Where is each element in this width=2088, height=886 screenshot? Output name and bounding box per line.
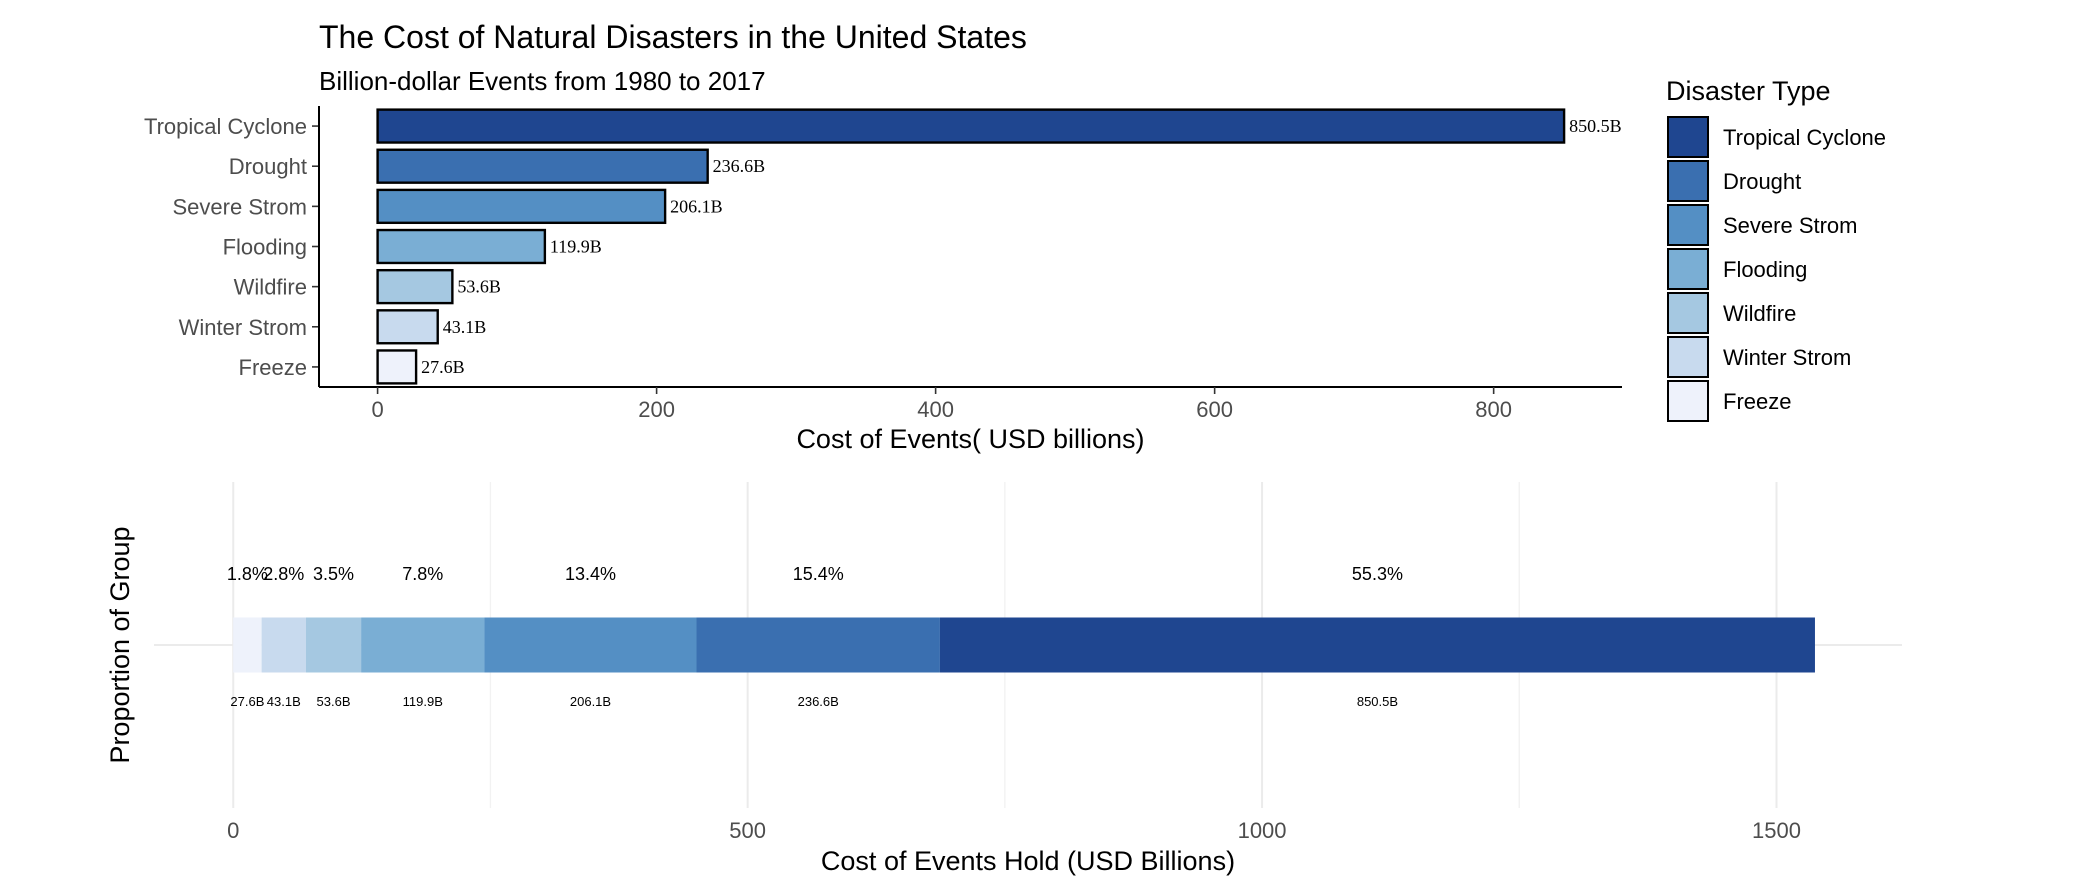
stack-segment-3 [361, 617, 485, 673]
stack-segment-0 [233, 617, 262, 673]
value-label-4: 53.6B [457, 277, 501, 297]
legend-label-0: Tropical Cyclone [1723, 125, 1886, 150]
legend: Disaster Type Tropical Cyclone Drought Seve… [1666, 76, 1886, 422]
chart-subtitle: Billion-dollar Events from 1980 to 2017 [319, 66, 766, 96]
y-tick-label-6: Freeze [239, 355, 307, 380]
y-tick-label-5: Winter Strom [179, 315, 307, 340]
bottom-y-axis-title: Proportion of Group [105, 526, 135, 763]
segment-value-label-1: 43.1B [267, 694, 301, 709]
bar-3 [376, 228, 547, 265]
bar-4 [376, 268, 454, 305]
legend-label-5: Winter Strom [1723, 345, 1851, 370]
x-tick-label-3: 600 [1196, 397, 1233, 422]
value-label-2: 206.1B [670, 196, 723, 216]
segment-value-label-6: 850.5B [1357, 694, 1398, 709]
legend-label-1: Drought [1723, 169, 1801, 194]
bar-6 [376, 349, 418, 385]
legend-label-3: Flooding [1723, 257, 1807, 282]
percent-label-6: 55.3% [1352, 564, 1403, 584]
x-tick-label-4: 800 [1475, 397, 1512, 422]
bottom-x-tick-label-3: 1500 [1752, 818, 1801, 843]
bar-0 [376, 108, 1566, 144]
segment-value-label-4: 206.1B [570, 694, 611, 709]
bottom-x-tick-label-2: 1000 [1238, 818, 1287, 843]
x-tick-label-1: 200 [638, 397, 675, 422]
stack-segment-4 [484, 617, 697, 673]
stack-segment-2 [305, 617, 362, 673]
bottom-x-tick-label-1: 500 [729, 818, 766, 843]
stack-segment-5 [696, 617, 940, 673]
y-tick-label-3: Flooding [223, 235, 307, 260]
segment-value-label-0: 27.6B [230, 694, 264, 709]
segment-value-label-2: 53.6B [317, 694, 351, 709]
bottom-x-axis-title: Cost of Events Hold (USD Billions) [821, 846, 1235, 876]
bar-1 [376, 148, 709, 184]
value-label-3: 119.9B [550, 237, 602, 257]
percent-label-5: 15.4% [793, 564, 844, 584]
percent-label-2: 3.5% [313, 564, 354, 584]
percent-label-3: 7.8% [402, 564, 443, 584]
value-label-5: 43.1B [443, 317, 487, 337]
legend-swatch-2 [1667, 204, 1709, 246]
segment-value-label-3: 119.9B [403, 694, 443, 709]
legend-label-2: Severe Strom [1723, 213, 1858, 238]
segment-value-label-5: 236.6B [798, 694, 839, 709]
bar-5 [376, 309, 439, 345]
percent-label-1: 2.8% [263, 564, 304, 584]
y-tick-label-2: Severe Strom [173, 194, 308, 219]
x-tick-label-0: 0 [371, 397, 383, 422]
legend-label-4: Wildfire [1723, 301, 1796, 326]
stack-segment-1 [261, 617, 306, 673]
value-label-0: 850.5B [1569, 116, 1622, 136]
legend-label-6: Freeze [1723, 389, 1791, 414]
y-tick-label-4: Wildfire [234, 275, 307, 300]
top-bar-chart: 850.5B Tropical Cyclone 236.6B Drought 206.1… [144, 106, 1622, 454]
x-axis-title: Cost of Events( USD billions) [796, 424, 1144, 454]
stack-segment-6 [939, 617, 1815, 673]
legend-swatch-0 [1667, 116, 1709, 158]
legend-swatch-3 [1667, 248, 1709, 290]
legend-title: Disaster Type [1666, 76, 1831, 106]
bar-2 [376, 188, 667, 225]
value-label-1: 236.6B [713, 156, 766, 176]
legend-swatch-4 [1667, 292, 1709, 334]
y-tick-label-1: Drought [229, 154, 307, 179]
legend-swatch-5 [1667, 336, 1709, 378]
bottom-x-tick-label-0: 0 [227, 818, 239, 843]
legend-swatch-6 [1667, 380, 1709, 422]
chart-title: The Cost of Natural Disasters in the Uni… [319, 19, 1027, 55]
stacked-bar-chart: 1.8% 27.6B 2.8% 43.1B 3.5% 53.6B 7.8% 119.9B 13.… [105, 482, 1902, 876]
percent-label-4: 13.4% [565, 564, 616, 584]
legend-swatch-1 [1667, 160, 1709, 202]
x-tick-label-2: 400 [917, 397, 954, 422]
y-tick-label-0: Tropical Cyclone [144, 114, 307, 139]
percent-label-0: 1.8% [227, 564, 268, 584]
value-label-6: 27.6B [421, 357, 465, 377]
